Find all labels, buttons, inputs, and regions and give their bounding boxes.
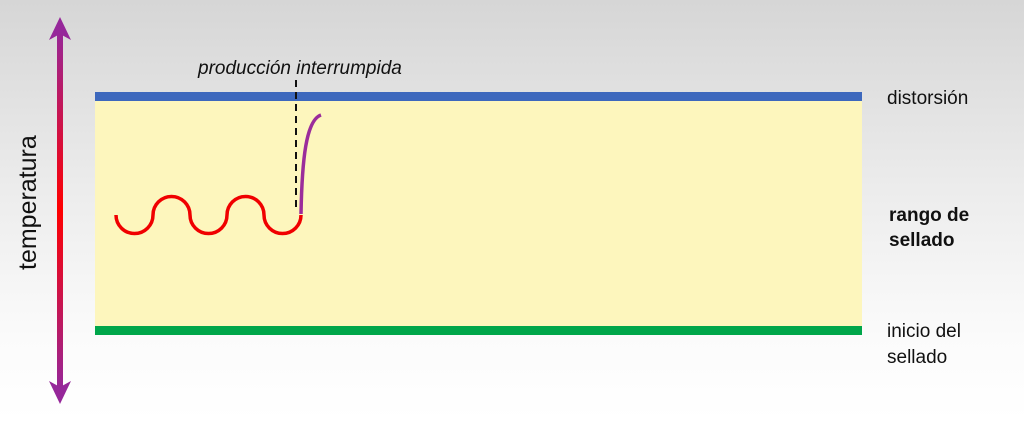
sealing-range-line1: rango de	[889, 205, 970, 226]
interruption-annotation: producción interrumpida	[198, 58, 402, 79]
temperature-axis-label: temperatura	[14, 135, 42, 270]
seal-start-line2: sellado	[887, 347, 948, 368]
sealing-range-label: rango de sellado	[889, 203, 969, 253]
seal-start-label: inicio del sellado	[887, 319, 961, 371]
sealing-range-line2: sellado	[889, 230, 955, 251]
seal-start-line1: inicio del	[887, 321, 961, 342]
distortion-label: distorsión	[887, 88, 969, 109]
seal-start-line	[95, 326, 862, 335]
production-wave	[114, 194, 303, 236]
sealing-range-area	[95, 100, 862, 326]
temperature-arrow	[49, 17, 71, 404]
distortion-line	[95, 92, 862, 101]
temperature-rise-curve	[299, 113, 322, 215]
